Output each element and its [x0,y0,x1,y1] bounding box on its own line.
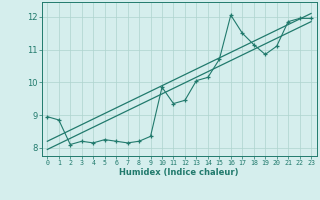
X-axis label: Humidex (Indice chaleur): Humidex (Indice chaleur) [119,168,239,177]
